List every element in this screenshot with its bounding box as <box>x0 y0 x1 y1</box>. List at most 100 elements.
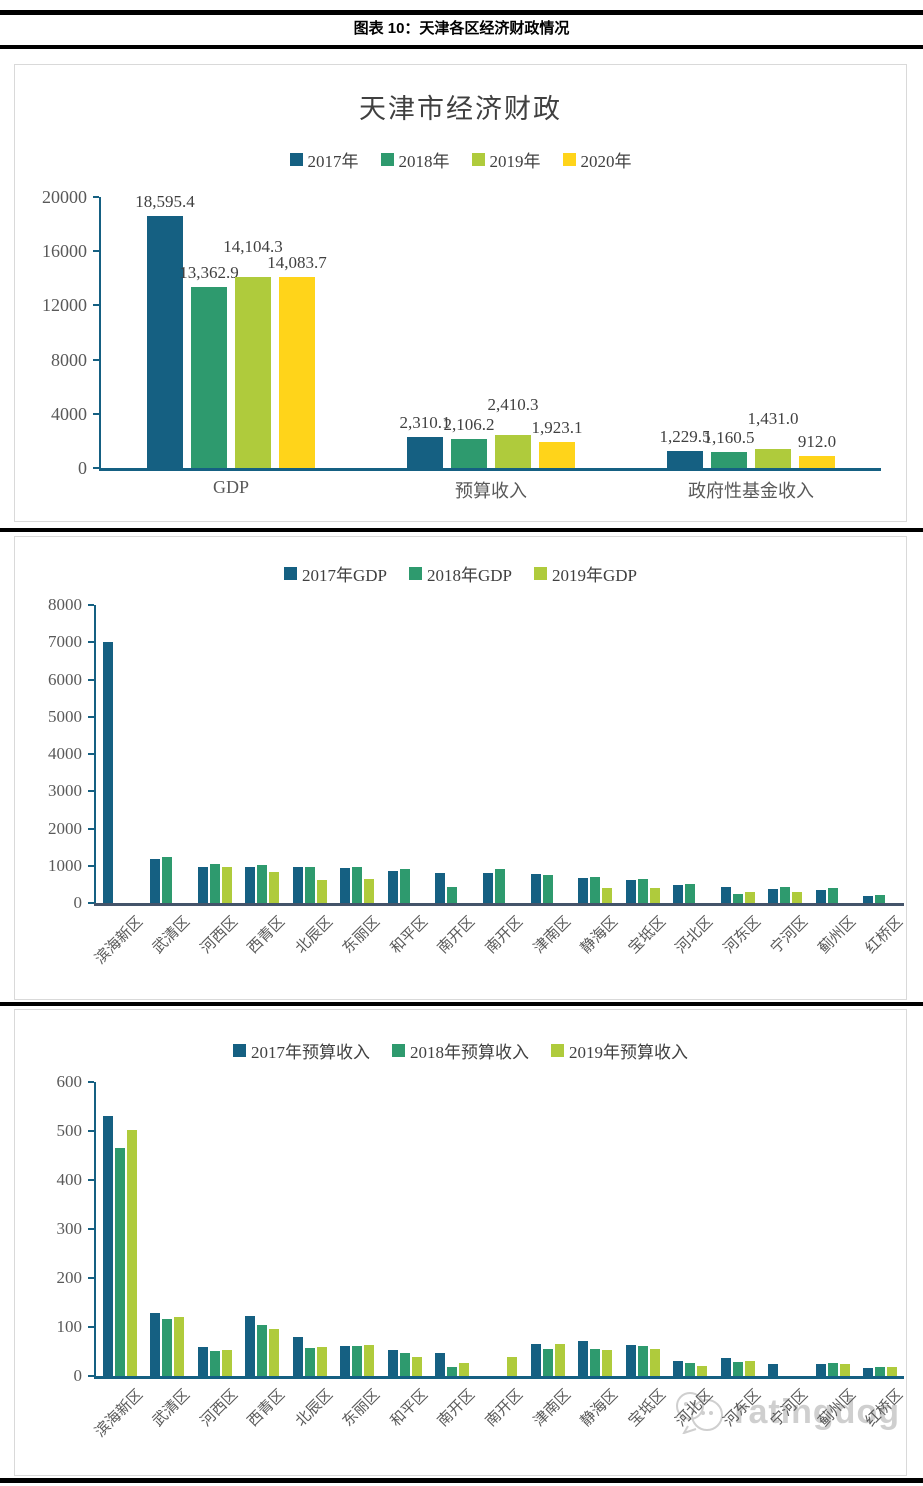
bar-蓟州区-2018年GDP <box>827 888 838 903</box>
bar-宝坻区-2019年GDP <box>649 888 660 903</box>
x-axis-line <box>94 903 904 906</box>
x-axis-label: 东丽区 <box>340 913 384 957</box>
bar-和平区-2018年GDP <box>399 869 410 903</box>
bar-data-label: 1,431.0 <box>747 409 799 428</box>
x-axis-label: 河西区 <box>197 913 241 957</box>
bar-预算收入-2018年 <box>451 439 487 468</box>
y-axis-tick-mark <box>88 1326 94 1328</box>
legend-label: 2018年GDP <box>426 566 512 585</box>
y-axis-tick-label: 7000 <box>48 632 82 652</box>
y-axis-tick-label: 8000 <box>48 595 82 614</box>
bar-东丽区-2017年GDP <box>340 868 351 903</box>
legend-item: 2019年 <box>471 147 541 172</box>
y-axis-tick-label: 200 <box>56 1268 83 1287</box>
bar-武清区-2018年GDP <box>162 857 173 903</box>
x-axis-label: 武清区 <box>150 913 194 957</box>
bar-data-label: 13,362.9 <box>179 263 239 282</box>
bar-河东区-2017年预算收入 <box>720 1358 731 1376</box>
bar-宁河区-2017年预算收入 <box>768 1364 779 1376</box>
chart-panel-tianjin-summary: 天津市经济财政 2017年 2018年 2019年 2020年 0 4000 8000 1200… <box>14 64 907 522</box>
y-axis-tick-label: 4000 <box>51 403 87 424</box>
y-axis-tick-label: 1000 <box>48 855 82 875</box>
bar-武清区-2017年预算收入 <box>150 1313 161 1376</box>
bar-河西区-2017年GDP <box>197 867 208 903</box>
bar-政府性基金收入-2020年 <box>799 456 835 468</box>
bar-武清区-2017年GDP <box>150 859 161 903</box>
bar-津南区-2017年GDP <box>530 874 541 903</box>
ratingdog-logo-icon <box>676 1392 724 1434</box>
y-axis-tick-label: 300 <box>56 1219 83 1238</box>
bar-data-label: 18,595.4 <box>135 192 195 211</box>
legend-swatch-icon <box>289 153 303 166</box>
x-axis-label: 津南区 <box>530 913 574 957</box>
x-axis-label: 河东区 <box>720 913 764 957</box>
x-axis-label: 北辰区 <box>292 1386 337 1430</box>
bar-河北区-2017年预算收入 <box>673 1361 684 1376</box>
legend-swatch-icon <box>392 1044 405 1057</box>
x-axis-label: 静海区 <box>578 913 622 957</box>
bar-宁河区-2017年GDP <box>768 889 779 903</box>
y-axis-tick-mark <box>88 790 94 793</box>
y-axis-tick-label: 2000 <box>48 818 82 838</box>
y-axis-tick-mark <box>93 250 99 253</box>
x-axis-label: 东丽区 <box>340 1386 384 1430</box>
bar-和平区-2019年预算收入 <box>411 1357 422 1376</box>
bar-政府性基金收入-2019年 <box>755 449 791 468</box>
x-axis-line <box>99 468 881 471</box>
legend-label: 2018年预算收入 <box>410 1043 529 1062</box>
bar-静海区-2019年GDP <box>602 888 613 903</box>
legend-swatch-icon <box>534 567 547 580</box>
legend-label: 2017年GDP <box>301 566 387 585</box>
bar-津南区-2018年GDP <box>542 875 553 903</box>
legend-item: 2019年GDP <box>534 561 637 586</box>
bar-河东区-2019年GDP <box>744 892 755 903</box>
legend-label: 2019年 <box>489 152 541 171</box>
bar-红桥区-2017年GDP <box>863 896 874 903</box>
x-axis-label: 和平区 <box>387 913 432 957</box>
bar-宁河区-2019年GDP <box>792 892 803 903</box>
bar-蓟州区-2018年预算收入 <box>827 1363 838 1376</box>
x-axis-label: 南开区 <box>482 913 527 957</box>
divider-rule-2 <box>0 1002 923 1006</box>
legend-item: 2020年 <box>562 147 632 172</box>
bar-津南区-2019年预算收入 <box>554 1344 565 1376</box>
y-axis-tick-mark <box>93 412 99 415</box>
bar-data-label: 2,310.1 <box>399 413 451 432</box>
divider-rule-1 <box>0 528 923 532</box>
legend-label: 2018年 <box>398 152 450 171</box>
ratingdog-watermark: ratingdog <box>674 1390 900 1434</box>
legend-item: 2017年预算收入 <box>233 1038 370 1063</box>
bar-静海区-2018年GDP <box>590 877 601 903</box>
y-axis-tick-mark <box>88 604 94 606</box>
y-axis-tick-label: 8000 <box>51 349 87 370</box>
y-axis-tick-mark <box>88 678 94 681</box>
x-axis-label: 宝坻区 <box>625 913 669 957</box>
bar-宝坻区-2017年预算收入 <box>625 1345 636 1376</box>
chart-panel-budget-by-district: ratingdog 2017年预算收入 2018年预算收入 2019年预算收入 0 10… <box>14 1009 907 1476</box>
legend-swatch-icon <box>551 1044 564 1057</box>
bar-data-label: 1,160.5 <box>703 428 755 447</box>
bar-静海区-2017年预算收入 <box>578 1341 589 1376</box>
bar-和平区-2017年GDP <box>387 871 398 903</box>
y-axis-tick-mark <box>88 1228 94 1230</box>
y-axis-tick-label: 500 <box>56 1121 83 1140</box>
legend-swatch-icon <box>408 567 422 580</box>
bar-南开区-2017年GDP <box>483 873 493 903</box>
legend-swatch-icon <box>283 567 297 580</box>
bar-河北区-2017年GDP <box>673 885 684 903</box>
bar-红桥区-2019年预算收入 <box>887 1367 898 1376</box>
bar-东丽区-2017年预算收入 <box>340 1346 351 1376</box>
bar-和平区-2017年预算收入 <box>387 1350 398 1376</box>
legend-item: 2018年 <box>380 147 450 172</box>
y-axis-tick-mark <box>93 467 99 469</box>
bar-北辰区-2019年GDP <box>316 880 327 903</box>
y-axis-line <box>99 197 101 468</box>
bar-北辰区-2018年GDP <box>304 867 315 903</box>
y-axis-tick-mark <box>88 715 94 718</box>
bar-西青区-2017年GDP <box>245 867 256 903</box>
y-axis-tick-label: 12000 <box>42 295 87 316</box>
bar-南开区-2017年预算收入 <box>435 1353 446 1376</box>
bar-data-label: 912.0 <box>797 432 837 451</box>
bar-东丽区-2019年GDP <box>364 879 375 903</box>
y-axis-tick-mark <box>88 641 94 644</box>
